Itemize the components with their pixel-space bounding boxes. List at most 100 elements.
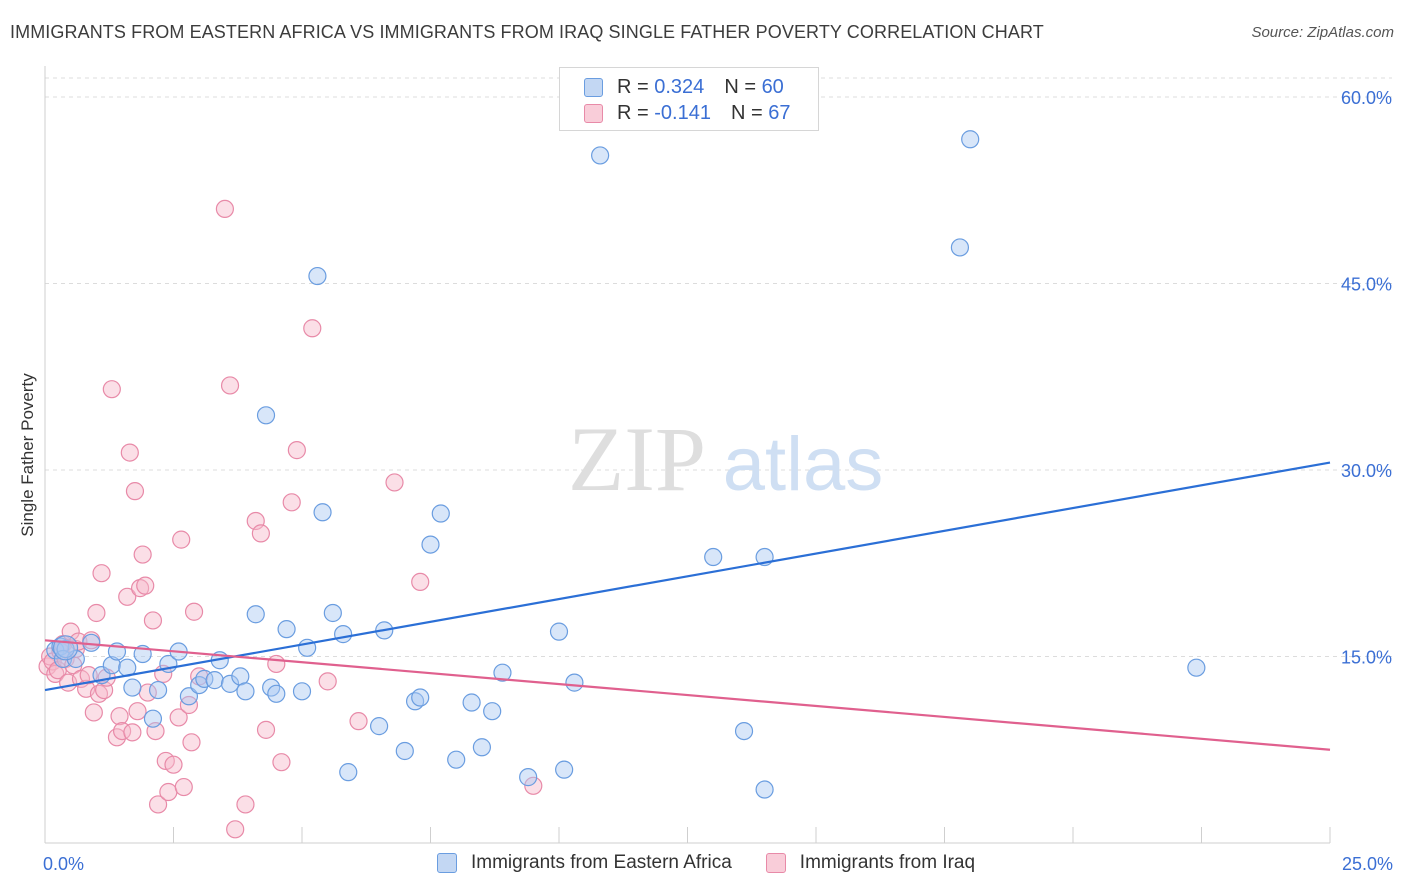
legend-r-value: -0.141 bbox=[654, 101, 711, 124]
point-eastern-africa bbox=[549, 622, 569, 641]
y-tick-label: 60.0% bbox=[1341, 88, 1392, 108]
point-eastern-africa bbox=[339, 763, 358, 782]
point-eastern-africa bbox=[323, 603, 342, 623]
point-iraq bbox=[118, 587, 137, 606]
point-eastern-africa bbox=[148, 680, 168, 700]
point-eastern-africa bbox=[704, 547, 723, 567]
point-iraq bbox=[87, 603, 106, 623]
legend-swatch-blue bbox=[584, 77, 603, 97]
point-eastern-africa bbox=[493, 663, 512, 682]
point-iraq bbox=[110, 707, 129, 726]
point-iraq bbox=[287, 441, 306, 460]
legend-item-eastern-africa[interactable]: Immigrants from Eastern Africa bbox=[437, 852, 732, 874]
point-iraq bbox=[120, 443, 139, 462]
watermark-zip: ZIP bbox=[568, 408, 706, 510]
point-iraq bbox=[136, 576, 155, 595]
point-eastern-africa bbox=[755, 780, 774, 799]
legend-label-iraq: Immigrants from Iraq bbox=[799, 852, 976, 873]
point-eastern-africa bbox=[292, 682, 312, 701]
point-iraq bbox=[524, 776, 543, 795]
point-iraq bbox=[182, 733, 201, 752]
legend-swatch-pink bbox=[584, 103, 603, 123]
point-eastern-africa-large bbox=[52, 635, 79, 661]
series-legend: Immigrants from Eastern Africa Immigrant… bbox=[437, 852, 1009, 874]
point-eastern-africa bbox=[102, 656, 121, 675]
point-eastern-africa bbox=[950, 238, 970, 257]
point-iraq bbox=[79, 666, 98, 685]
point-iraq bbox=[169, 708, 188, 727]
legend-row-iraq: R = -0.141 N = 67 bbox=[584, 101, 790, 125]
point-iraq bbox=[92, 564, 111, 583]
legend-r-label: R = bbox=[617, 75, 649, 98]
point-iraq bbox=[159, 782, 178, 802]
point-eastern-africa bbox=[961, 130, 980, 149]
legend-n-label: N = bbox=[730, 101, 763, 124]
point-iraq bbox=[256, 720, 276, 739]
trend-lines bbox=[44, 461, 1331, 751]
point-eastern-africa bbox=[267, 684, 286, 703]
point-iraq bbox=[215, 199, 234, 218]
point-iraq bbox=[102, 380, 121, 399]
point-iraq bbox=[143, 611, 163, 630]
legend-n-value: 67 bbox=[768, 101, 791, 124]
point-eastern-africa bbox=[734, 721, 754, 741]
point-eastern-africa bbox=[143, 709, 163, 728]
x-tick-label-min: 0.0% bbox=[43, 854, 84, 874]
point-eastern-africa bbox=[1187, 658, 1206, 677]
point-eastern-africa bbox=[220, 674, 240, 693]
point-iraq bbox=[172, 530, 191, 549]
point-iraq bbox=[385, 473, 404, 492]
legend-swatch-pink bbox=[765, 853, 786, 873]
tick-labels: 15.0% 30.0% 45.0% 60.0% 0.0% 25.0% bbox=[43, 88, 1393, 874]
watermark-atlas: atlas bbox=[723, 422, 884, 507]
trend-line-iraq bbox=[44, 639, 1331, 751]
point-eastern-africa bbox=[519, 768, 538, 787]
point-eastern-africa bbox=[462, 693, 481, 712]
legend-n-value: 60 bbox=[761, 75, 784, 98]
series-eastern-africa-points bbox=[46, 130, 1206, 799]
point-eastern-africa bbox=[236, 682, 255, 701]
point-eastern-africa bbox=[472, 738, 491, 757]
point-eastern-africa bbox=[421, 535, 440, 554]
x-tick-label-max: 25.0% bbox=[1342, 854, 1393, 874]
legend-n-label: N = bbox=[724, 75, 756, 98]
point-eastern-africa bbox=[447, 750, 466, 769]
point-eastern-africa bbox=[256, 406, 276, 425]
point-iraq bbox=[282, 493, 301, 512]
point-iraq bbox=[226, 820, 245, 839]
legend-row-eastern-africa: R = 0.324 N = 60 bbox=[584, 75, 784, 99]
y-tick-label: 45.0% bbox=[1341, 275, 1392, 295]
point-iraq bbox=[174, 777, 193, 797]
point-eastern-africa bbox=[411, 688, 430, 707]
legend-r-value: 0.324 bbox=[654, 75, 705, 98]
correlation-legend: R = 0.324 N = 60 R = -0.141 N = 67 bbox=[559, 67, 819, 131]
point-eastern-africa bbox=[334, 625, 353, 644]
point-iraq bbox=[272, 753, 291, 772]
point-iraq bbox=[411, 572, 430, 592]
source-label: Source: ZipAtlas.com bbox=[1251, 24, 1394, 41]
point-eastern-africa bbox=[395, 741, 414, 761]
axes bbox=[44, 66, 1331, 844]
point-eastern-africa bbox=[123, 678, 142, 697]
y-tick-label: 15.0% bbox=[1341, 648, 1392, 668]
point-eastern-africa bbox=[246, 605, 265, 624]
chart-title: IMMIGRANTS FROM EASTERN AFRICA VS IMMIGR… bbox=[10, 22, 1044, 42]
point-iraq bbox=[123, 723, 142, 742]
series-iraq-points bbox=[38, 199, 543, 839]
point-iraq bbox=[125, 482, 145, 501]
legend-swatch-blue bbox=[437, 853, 457, 873]
point-eastern-africa bbox=[431, 504, 450, 523]
legend-item-iraq[interactable]: Immigrants from Iraq bbox=[765, 852, 976, 874]
point-iraq bbox=[349, 712, 368, 731]
point-eastern-africa bbox=[591, 146, 610, 165]
point-eastern-africa bbox=[565, 673, 584, 692]
point-iraq bbox=[148, 795, 168, 814]
point-iraq bbox=[267, 654, 286, 674]
trend-line-eastern-africa bbox=[44, 461, 1331, 692]
point-eastern-africa bbox=[308, 266, 327, 286]
legend-r-label: R = bbox=[617, 101, 649, 124]
legend-label-eastern-africa: Immigrants from Eastern Africa bbox=[471, 852, 732, 873]
point-iraq bbox=[220, 376, 240, 395]
point-eastern-africa bbox=[205, 671, 224, 690]
point-eastern-africa bbox=[555, 760, 574, 779]
